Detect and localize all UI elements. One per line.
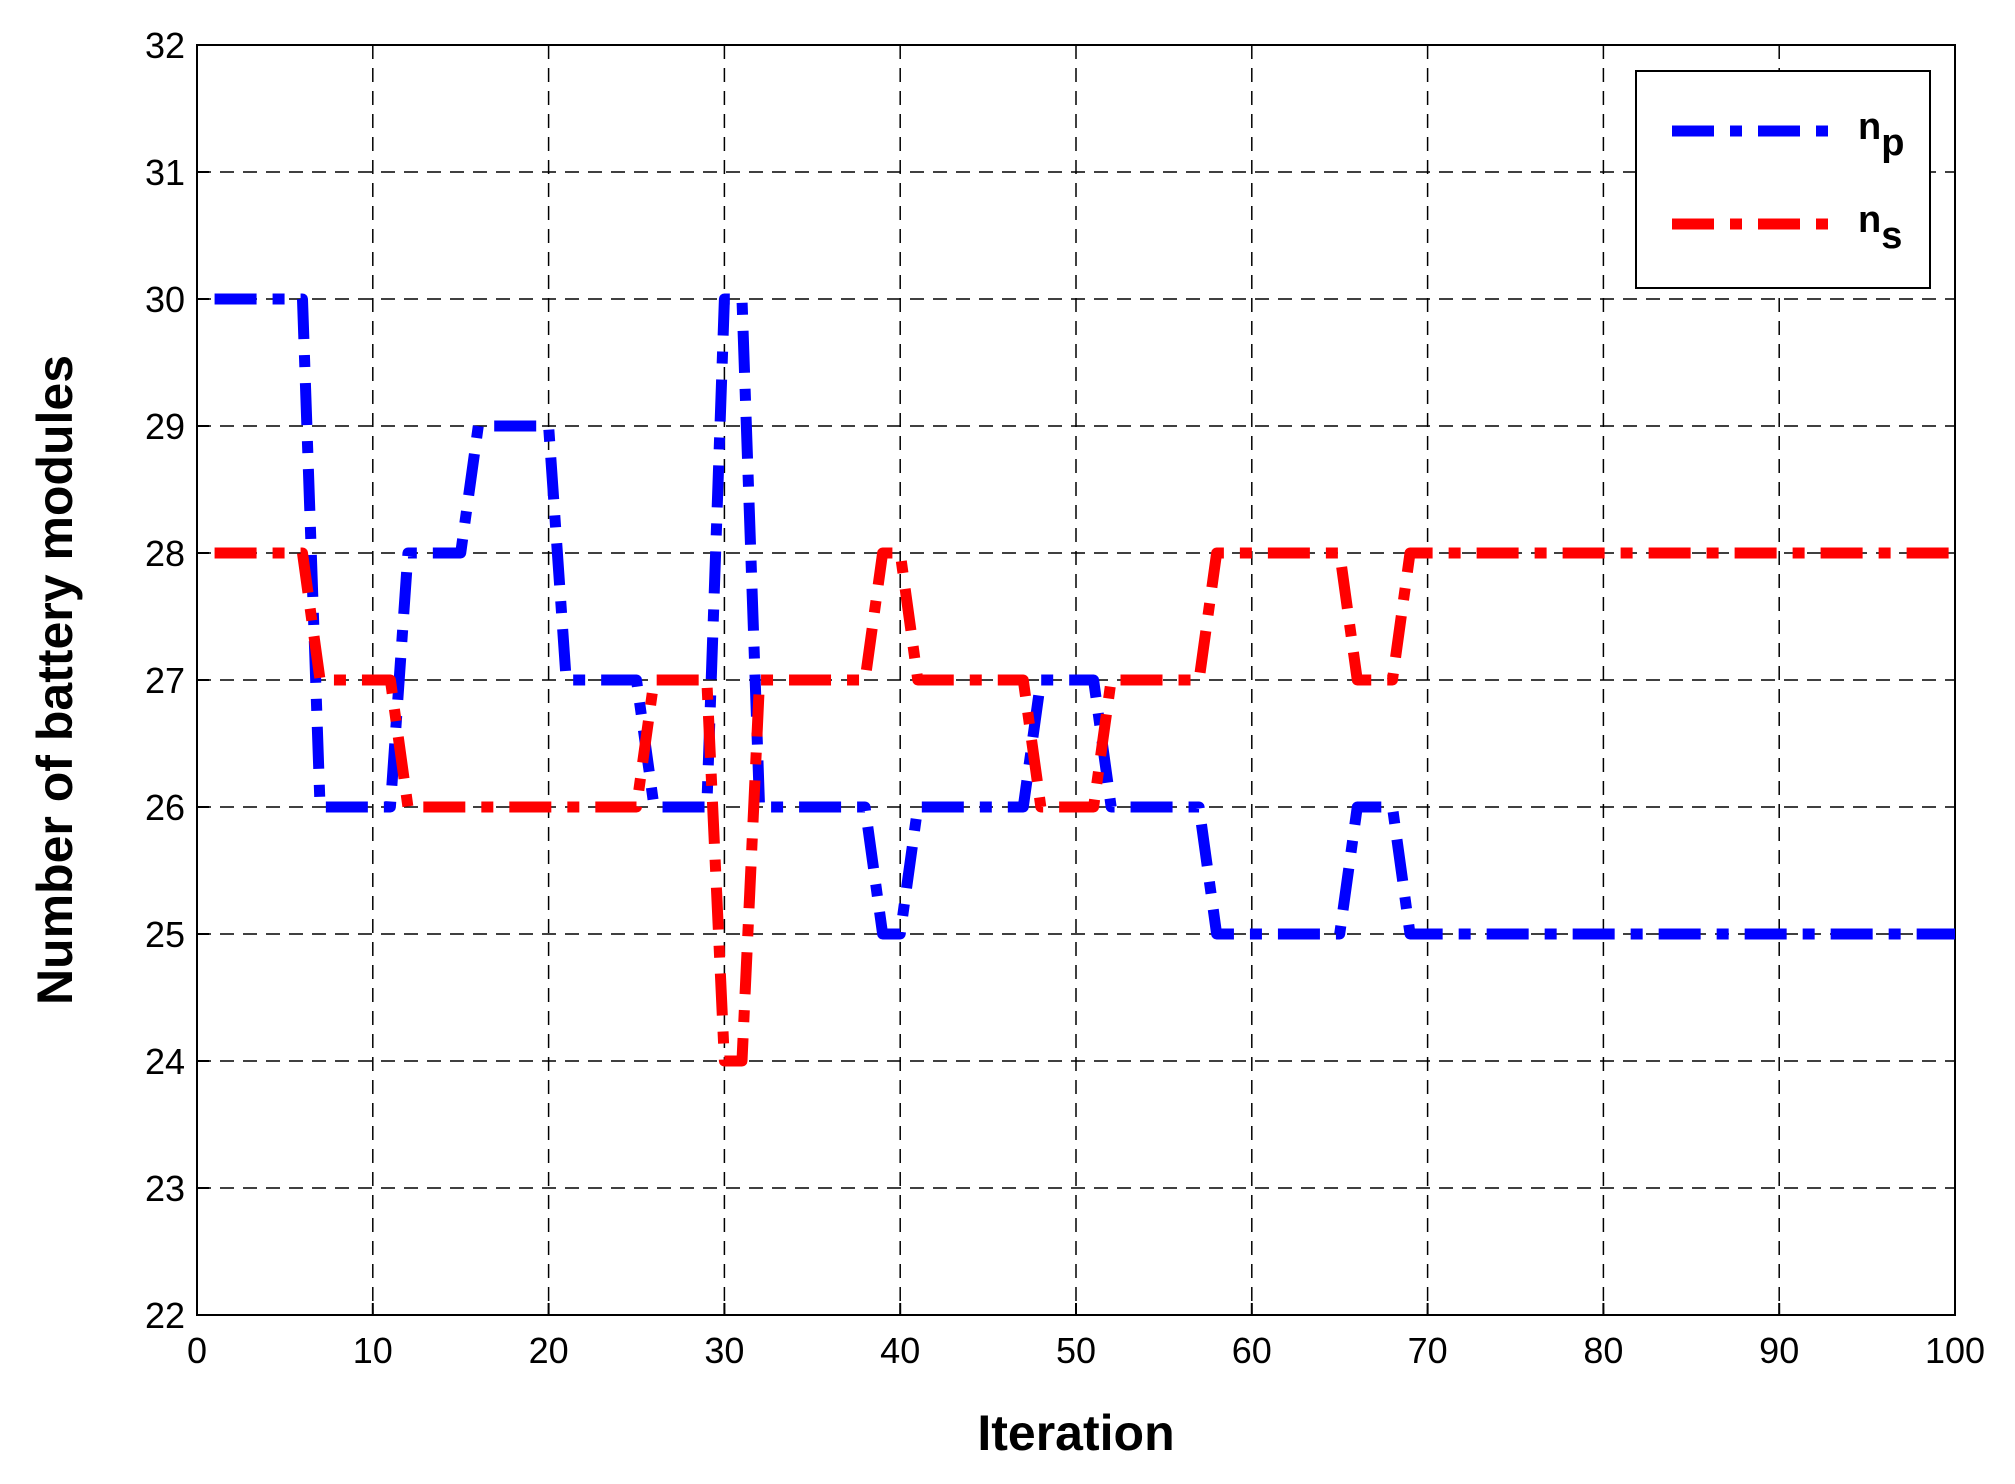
y-tick-label: 32 bbox=[145, 25, 185, 66]
line-series bbox=[214, 293, 1955, 940]
y-tick-label: 30 bbox=[145, 279, 185, 320]
x-tick-label: 80 bbox=[1583, 1330, 1623, 1371]
plot-frame bbox=[196, 44, 1956, 1316]
y-tick-label: 23 bbox=[145, 1168, 185, 1209]
x-tick-label: 10 bbox=[353, 1330, 393, 1371]
y-tick-label: 27 bbox=[145, 660, 185, 701]
y-tick-label: 29 bbox=[145, 406, 185, 447]
x-tick-label: 70 bbox=[1408, 1330, 1448, 1371]
y-tick-label: 28 bbox=[145, 533, 185, 574]
x-tick-label: 20 bbox=[529, 1330, 569, 1371]
legend-box bbox=[1635, 70, 1931, 289]
x-tick-label: 100 bbox=[1925, 1330, 1985, 1371]
line-series bbox=[214, 547, 1955, 1067]
legend-label: np bbox=[1858, 106, 1904, 164]
x-tick-label: 30 bbox=[704, 1330, 744, 1371]
y-tick-label: 26 bbox=[145, 787, 185, 828]
x-tick-label: 0 bbox=[187, 1330, 207, 1371]
y-tick-label: 25 bbox=[145, 914, 185, 955]
y-axis-title: Number of battery modules bbox=[27, 355, 83, 1005]
y-tick-label: 22 bbox=[145, 1295, 185, 1336]
x-axis-title: Iteration bbox=[977, 1405, 1174, 1461]
y-tick-label: 24 bbox=[145, 1041, 185, 1082]
x-tick-label: 50 bbox=[1056, 1330, 1096, 1371]
x-tick-label: 60 bbox=[1232, 1330, 1272, 1371]
x-tick-label: 90 bbox=[1759, 1330, 1799, 1371]
y-tick-label: 31 bbox=[145, 152, 185, 193]
legend-label: ns bbox=[1858, 199, 1902, 257]
x-tick-label: 40 bbox=[880, 1330, 920, 1371]
